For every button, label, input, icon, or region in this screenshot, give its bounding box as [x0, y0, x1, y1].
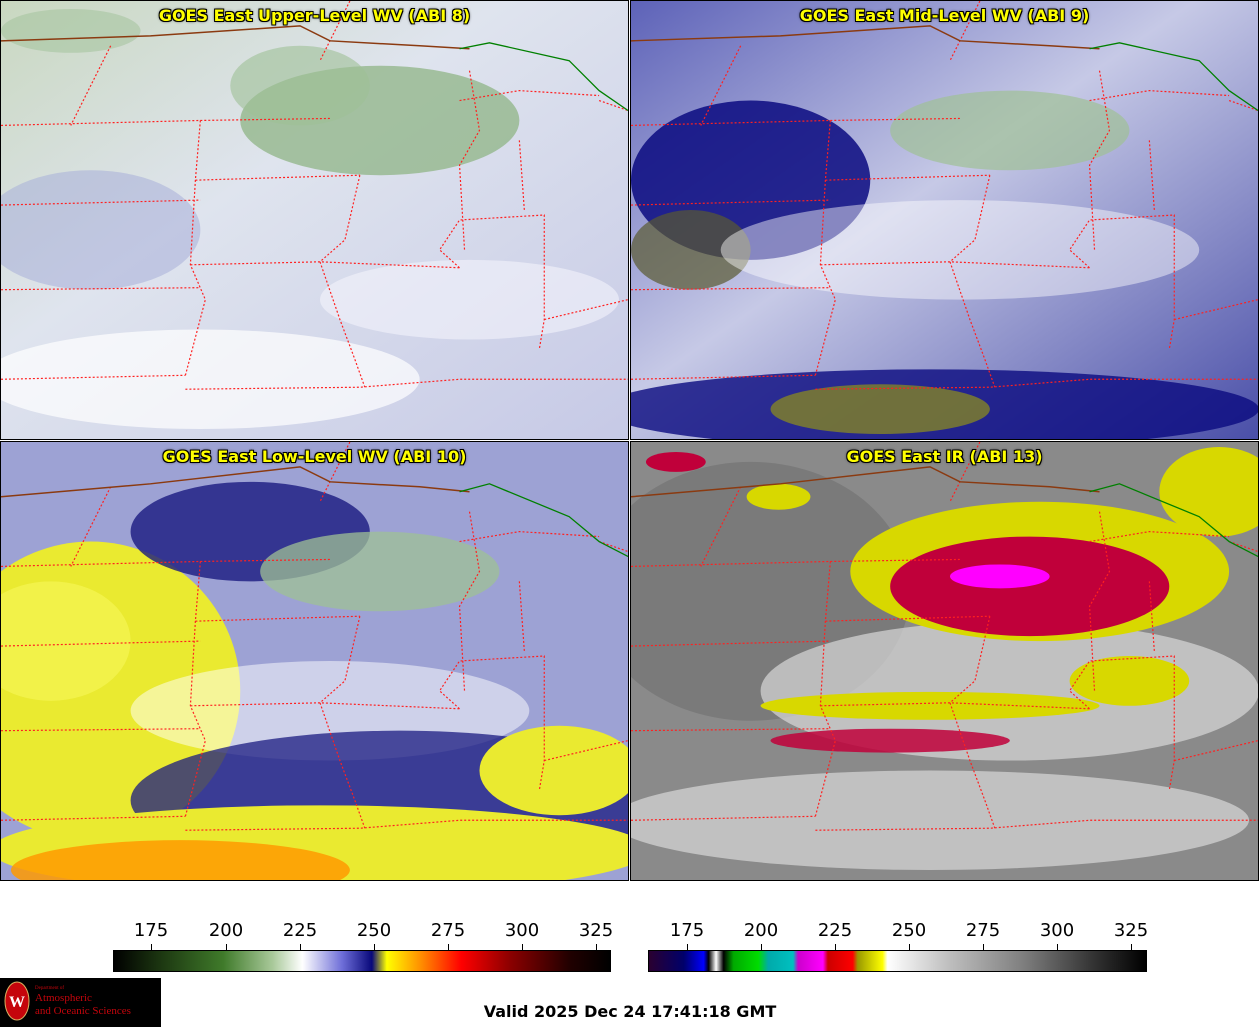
- colorbar-wv: [113, 950, 611, 972]
- logo-line-atmospheric: Atmospheric: [35, 992, 92, 1004]
- colorbar-wv-tick: 275: [430, 920, 466, 941]
- panel-mid-level-wv: GOES East Mid-Level WV (ABI 9): [630, 0, 1259, 440]
- colorbar-wv-tick: 175: [133, 920, 169, 941]
- colorbar-wv-tick: 200: [208, 920, 244, 941]
- colorbar-ir-tick-mark: [687, 944, 688, 950]
- colorbar-wv-tick-mark: [448, 944, 449, 950]
- satellite-image-mid: [631, 1, 1258, 439]
- valid-time-label: Valid 2025 Dec 24 17:41:18 GMT: [483, 1002, 777, 1021]
- panel-low-level-wv: GOES East Low-Level WV (ABI 10): [0, 441, 629, 881]
- colorbar-wv-tick: 300: [504, 920, 540, 941]
- satellite-image-ir: [631, 442, 1258, 880]
- colorbar-ir-tick-mark: [835, 944, 836, 950]
- colorbar-ir-tick: 325: [1113, 920, 1149, 941]
- colorbar-ir-tick: 300: [1039, 920, 1075, 941]
- colorbar-wv-tick-mark: [151, 944, 152, 950]
- colorbar-wv-tick: 250: [356, 920, 392, 941]
- colorbar-wv-tick: 325: [578, 920, 614, 941]
- colorbar-ir: [648, 950, 1147, 972]
- colorbar-wv-tick-mark: [226, 944, 227, 950]
- panel-upper-level-wv: GOES East Upper-Level WV (ABI 8): [0, 0, 629, 440]
- colorbar-ir-tick: 200: [743, 920, 779, 941]
- colorbar-wv-tick-mark: [596, 944, 597, 950]
- satellite-image-low: [1, 442, 628, 880]
- logo-line-oceanic: and Oceanic Sciences: [35, 1005, 131, 1017]
- aos-logo[interactable]: W Department of Atmospheric and Oceanic …: [0, 978, 161, 1027]
- satellite-image-upper: [1, 1, 628, 439]
- colorbar-ir-tick: 250: [891, 920, 927, 941]
- panel-title: GOES East IR (ABI 13): [846, 447, 1043, 466]
- panel-title: GOES East Mid-Level WV (ABI 9): [799, 6, 1090, 25]
- colorbar-ir-tick: 225: [817, 920, 853, 941]
- colorbar-ir-tick: 275: [965, 920, 1001, 941]
- colorbar-ir-tick-mark: [1057, 944, 1058, 950]
- colorbar-wv-tick-mark: [300, 944, 301, 950]
- svg-text:W: W: [9, 994, 25, 1011]
- logo-dept-label: Department of: [35, 986, 65, 991]
- panel-ir: GOES East IR (ABI 13): [630, 441, 1259, 881]
- panel-title: GOES East Upper-Level WV (ABI 8): [158, 6, 471, 25]
- colorbar-wv-tick: 225: [282, 920, 318, 941]
- colorbar-wv-tick-mark: [374, 944, 375, 950]
- colorbar-ir-tick: 175: [669, 920, 705, 941]
- uw-crest-icon: W: [4, 981, 30, 1021]
- colorbar-wv-tick-mark: [522, 944, 523, 950]
- colorbar-ir-tick-mark: [1131, 944, 1132, 950]
- colorbar-ir-tick-mark: [761, 944, 762, 950]
- colorbar-ir-tick-mark: [983, 944, 984, 950]
- panel-title: GOES East Low-Level WV (ABI 10): [162, 447, 467, 466]
- colorbar-ir-tick-mark: [909, 944, 910, 950]
